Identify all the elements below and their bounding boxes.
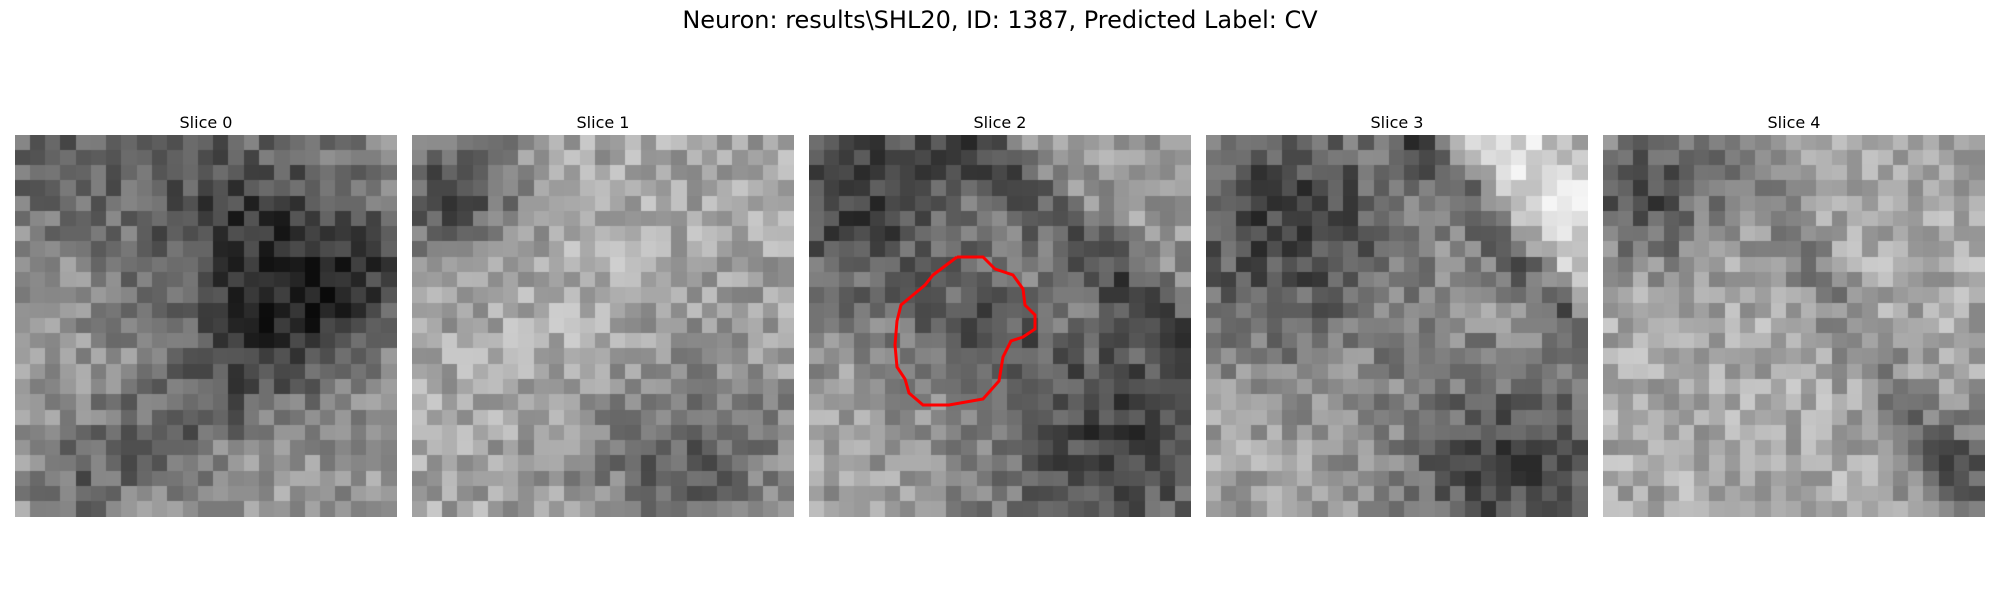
figure-title: Neuron: results\SHL20, ID: 1387, Predict… xyxy=(682,6,1318,34)
slice-image xyxy=(412,135,794,517)
slice-title: Slice 1 xyxy=(576,113,630,132)
slice-panel-2: Slice 2 xyxy=(809,112,1191,517)
slice-title: Slice 4 xyxy=(1767,113,1821,132)
slice-title: Slice 3 xyxy=(1370,113,1424,132)
slice-panel-3: Slice 3 xyxy=(1206,112,1588,517)
slice-panel-4: Slice 4 xyxy=(1603,112,1985,517)
slice-panel-0: Slice 0 xyxy=(15,112,397,517)
slice-panel-1: Slice 1 xyxy=(412,112,794,517)
slice-title: Slice 2 xyxy=(973,113,1027,132)
slice-image xyxy=(1206,135,1588,517)
slice-image xyxy=(809,135,1191,517)
segmentation-contour xyxy=(893,255,1037,407)
slice-title: Slice 0 xyxy=(179,113,233,132)
slice-image xyxy=(15,135,397,517)
slice-image xyxy=(1603,135,1985,517)
contour-line xyxy=(893,255,1037,407)
